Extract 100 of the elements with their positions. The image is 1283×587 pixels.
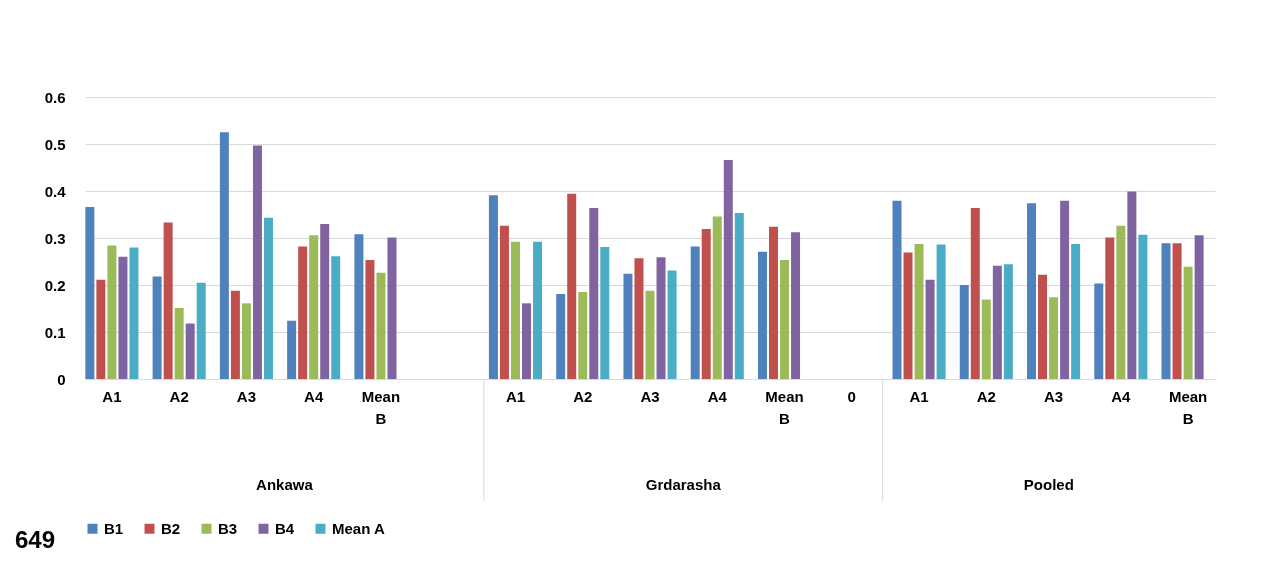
bar: [1172, 243, 1182, 379]
bar: [600, 246, 610, 379]
y-tick-label: 0.1: [44, 323, 66, 341]
text: Ankawa: [256, 476, 314, 493]
bar: [1049, 297, 1059, 379]
text: Grdarasha: [645, 476, 722, 493]
y-tick-label: 0.2: [44, 276, 66, 294]
bar: [791, 232, 801, 379]
bar: [510, 241, 520, 379]
x-tick-label: Mean B: [361, 387, 401, 427]
bar: [701, 229, 711, 379]
bar: [219, 132, 229, 379]
bar: [981, 299, 991, 379]
bar: [331, 256, 341, 379]
x-tick-label: Mean B: [1168, 387, 1208, 427]
bar: [1183, 266, 1193, 379]
bar: [185, 323, 195, 379]
bar: [667, 270, 677, 379]
bar: [903, 252, 913, 379]
bar: [263, 217, 273, 379]
bar: [196, 282, 206, 379]
x-tick-label: A1: [505, 387, 526, 405]
bar: [387, 237, 397, 379]
x-tick-label: A1: [909, 387, 929, 405]
x-tick-label: A4: [1111, 387, 1132, 405]
bar: [365, 260, 375, 379]
bar: [354, 234, 364, 379]
y-tick-label: 0.4: [44, 182, 67, 200]
legend-label: B2: [161, 519, 181, 537]
bar: [376, 272, 386, 379]
bar: [241, 303, 251, 379]
bar: [1105, 237, 1115, 379]
bar: [152, 276, 162, 379]
bar: [567, 193, 577, 379]
legend-label: Mean A: [332, 519, 385, 537]
bar: [1071, 244, 1081, 379]
bar: [309, 235, 319, 379]
x-tick-label: A2: [976, 387, 996, 405]
x-tick-label: A3: [1043, 387, 1064, 405]
bar: [970, 207, 980, 379]
bar: [892, 200, 902, 379]
legend-label: B4: [275, 519, 295, 537]
bar: [734, 213, 744, 379]
bar: [107, 245, 117, 379]
bar: [533, 241, 543, 379]
bar: [578, 292, 588, 379]
legend-label: B3: [218, 519, 238, 537]
legend-label: B1: [104, 519, 124, 537]
bar: [1116, 225, 1126, 379]
bar: [320, 223, 330, 379]
bar: [85, 206, 95, 379]
bar: [96, 279, 106, 379]
bar: [936, 244, 946, 379]
bar: [589, 207, 599, 379]
x-tick-label: Mean B: [765, 387, 804, 427]
bar: [499, 225, 509, 379]
x-tick-label: A1: [102, 387, 122, 405]
bar: [690, 246, 700, 379]
text: 649: [15, 526, 56, 553]
x-tick-label: 0: [847, 387, 856, 405]
bar: [1094, 283, 1104, 379]
bar: [757, 251, 767, 379]
bar: [914, 244, 924, 379]
x-tick-label: A3: [640, 387, 660, 405]
bar: [712, 216, 722, 379]
bar: [623, 273, 633, 379]
bar: [230, 290, 240, 379]
bar: [174, 308, 184, 379]
bar: [634, 258, 644, 379]
y-tick-label: 0.5: [44, 135, 66, 153]
x-tick-label: A4: [707, 387, 728, 405]
bar: [656, 257, 666, 379]
bar: [1127, 191, 1137, 379]
bar: [1060, 200, 1070, 379]
text: Pooled: [1023, 476, 1074, 493]
x-tick-label: A3: [236, 387, 257, 405]
bar: [1161, 243, 1171, 379]
bar: [1038, 274, 1048, 379]
bar: [252, 145, 262, 379]
bar: [129, 247, 139, 379]
x-tick-label: A4: [304, 387, 324, 405]
x-tick-label: A2: [573, 387, 593, 405]
bar: [1027, 203, 1037, 379]
bar: [118, 256, 128, 379]
bar: [522, 303, 531, 379]
bar: [556, 293, 566, 379]
bar: [1194, 235, 1204, 379]
bar: [645, 290, 655, 379]
y-tick-label: 0.3: [44, 229, 66, 247]
y-tick-label: 0: [57, 370, 66, 388]
bar: [1138, 234, 1148, 379]
bar: [298, 246, 308, 379]
bar: [723, 159, 733, 379]
bar: [780, 260, 790, 379]
bar: [992, 265, 1002, 379]
y-tick-label: 0.6: [44, 88, 66, 106]
x-tick-label: A2: [169, 387, 189, 405]
bar: [488, 195, 498, 379]
bar: [163, 222, 173, 379]
bar: [925, 279, 935, 379]
